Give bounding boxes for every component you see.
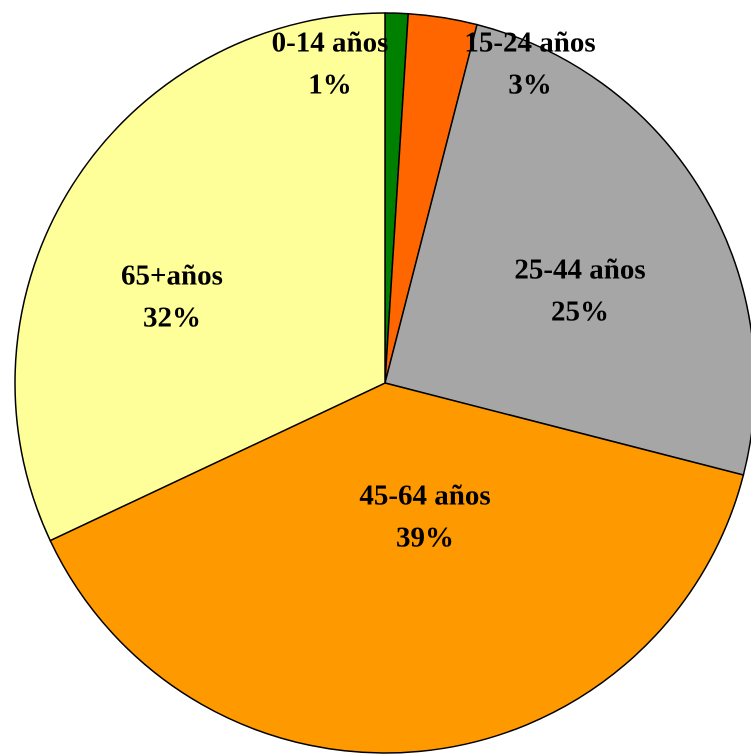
pie-slice xyxy=(384,23,751,476)
slice-value-label: 1% xyxy=(308,69,352,101)
slice-value-label: 25% xyxy=(551,296,609,328)
slice-label: 25-44 años xyxy=(514,254,645,286)
slice-label: 45-64 años xyxy=(359,480,490,512)
slice-label: 15-24 años xyxy=(464,27,595,59)
pie-slice xyxy=(14,12,386,542)
slice-label: 65+años xyxy=(121,260,223,292)
pie-slice xyxy=(49,382,745,754)
slice-value-label: 39% xyxy=(396,522,454,554)
slice-label: 0-14 años xyxy=(272,27,389,59)
slice-value-label: 32% xyxy=(143,302,201,334)
slice-value-label: 3% xyxy=(508,69,552,101)
